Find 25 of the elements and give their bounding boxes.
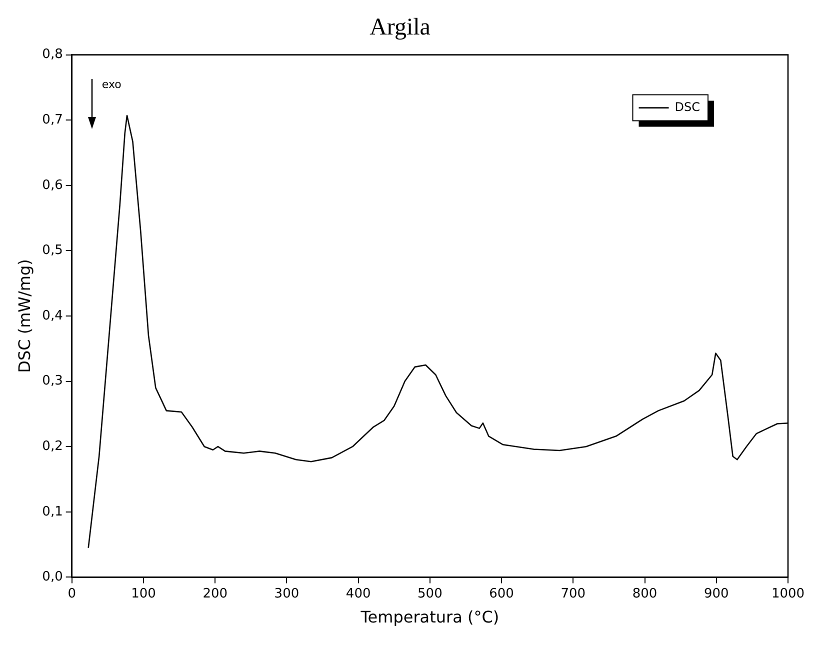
x-tick-label: 1000 (771, 586, 805, 602)
x-tick-label: 400 (346, 586, 371, 602)
chart-title: Argila (370, 14, 431, 41)
annotation: exo (102, 78, 122, 92)
x-tick-label: 200 (202, 586, 228, 602)
x-tick-label: 300 (274, 586, 300, 602)
y-tick-label: 0,8 (42, 47, 63, 62)
y-tick-label: 0,3 (42, 374, 63, 389)
y-tick-label: 0,5 (42, 243, 63, 258)
x-tick-label: 900 (704, 586, 729, 602)
y-tick-label: 0,0 (42, 570, 63, 585)
y-tick-label: 0,1 (42, 504, 63, 520)
y-tick-label: 0,7 (42, 112, 63, 128)
x-axis-title: Temperatura (°C) (360, 608, 500, 627)
x-tick-label: 0 (68, 586, 76, 602)
x-tick-label: 500 (418, 586, 442, 602)
y-tick-label: 0,6 (42, 178, 63, 193)
legend-label: DSC (674, 100, 700, 114)
x-tick-label: 700 (560, 586, 586, 602)
y-tick-label: 0,2 (42, 438, 63, 454)
x-tick-label: 800 (632, 586, 658, 602)
y-tick-label: 0,4 (42, 308, 63, 324)
y-axis-title: DSC (mW/mg) (14, 259, 34, 373)
x-tick-label: 100 (131, 586, 156, 602)
x-tick-label: 600 (489, 586, 514, 602)
